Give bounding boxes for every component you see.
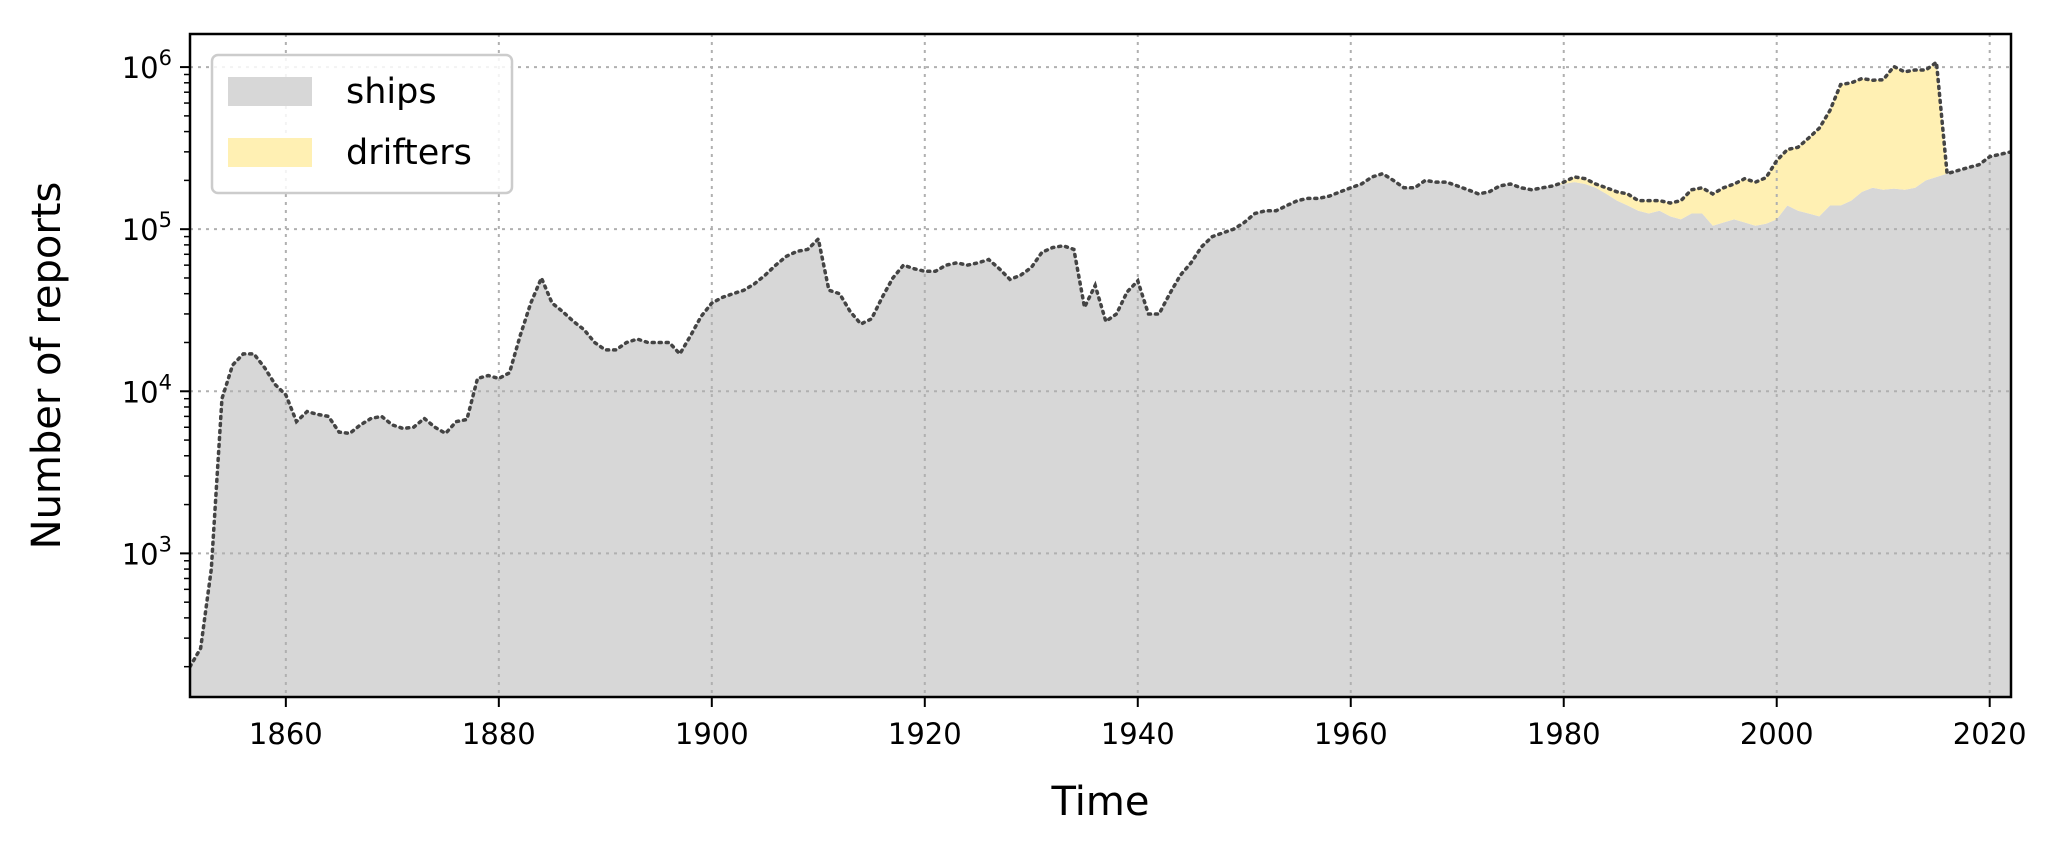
legend: ships drifters (210, 53, 514, 195)
x-tick-label: 1880 (462, 717, 536, 751)
x-tick-label: 1920 (888, 717, 962, 751)
total-line-path (190, 59, 2011, 669)
x-tick-label: 1940 (1101, 717, 1175, 751)
y-tick-label: 105 (122, 208, 172, 247)
plot-frame (188, 32, 2013, 699)
x-tick-label: 1860 (249, 717, 323, 751)
legend-label-ships: ships (346, 72, 437, 112)
y-axis: 103 104 105 106 (122, 46, 190, 668)
y-tick-label: 104 (122, 370, 172, 409)
x-tick-label: 1900 (675, 717, 749, 751)
total-line (190, 59, 2011, 669)
x-axis-label: Time (1051, 779, 1150, 825)
area-ships (190, 151, 2011, 697)
area-drifters (1553, 62, 1948, 226)
legend-swatch-drifters (228, 138, 312, 167)
y-tick-label: 103 (122, 532, 172, 571)
plot-area (190, 62, 2011, 697)
x-tick-label: 2020 (1953, 717, 2027, 751)
legend-label-drifters: drifters (346, 133, 472, 173)
y-tick-label: 106 (122, 46, 172, 85)
x-axis: 1860 1880 1900 1920 1940 1960 1980 2000 2020 (249, 697, 2027, 751)
x-tick-label: 1980 (1527, 717, 1601, 751)
legend-swatch-ships (228, 77, 312, 106)
x-tick-label: 2000 (1740, 717, 1814, 751)
x-tick-label: 1960 (1314, 717, 1388, 751)
grid-lines (190, 34, 2011, 697)
y-axis-label: Number of reports (24, 182, 70, 550)
